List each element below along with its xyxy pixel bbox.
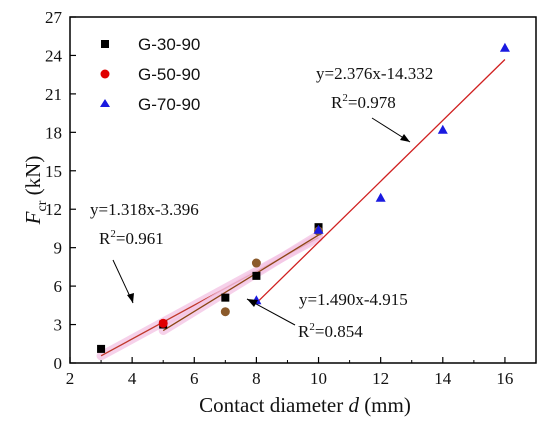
eq2-equation: y=1.490x-4.915 — [299, 290, 408, 309]
x-tick-label: 8 — [252, 369, 261, 388]
annotation-eq2: y=1.490x-4.915 R2=0.854 — [246, 290, 408, 341]
legend-label-g50: G-50-90 — [138, 65, 200, 84]
legend-marker-g70 — [100, 99, 110, 107]
eq1-arrow-head — [127, 293, 134, 303]
x-axis-title-unit: (mm) — [364, 393, 411, 417]
legend-label-g30: G-30-90 — [138, 35, 200, 54]
fit-line — [255, 59, 506, 304]
eq3-equation: y=2.376x-14.332 — [316, 64, 433, 83]
x-axis-title: Contact diameter d (mm) — [199, 393, 411, 417]
eq3-r2: R2=0.978 — [331, 92, 396, 112]
y-axis-title-var: F — [21, 211, 45, 225]
point-triangle — [313, 224, 324, 234]
y-tick-label: 0 — [54, 354, 63, 373]
annotation-eq3: y=2.376x-14.332 R2=0.978 — [316, 64, 433, 143]
point-circle — [220, 307, 230, 317]
fit-lines — [96, 59, 506, 361]
y-tick-label: 27 — [45, 8, 63, 27]
x-tick-label: 10 — [310, 369, 327, 388]
y-tick-label: 24 — [45, 46, 63, 65]
legend-marker-g50 — [100, 69, 110, 79]
eq1-r2: R2=0.961 — [99, 228, 164, 248]
x-axis-title-label: Contact diameter — [199, 393, 343, 417]
y-tick-label: 9 — [54, 239, 63, 258]
svg-text:Fcr (kN): Fcr (kN) — [21, 156, 50, 226]
y-axis-title: Fcr (kN) — [21, 156, 50, 226]
y-tick-label: 15 — [45, 162, 62, 181]
x-axis-title-var: d — [348, 393, 359, 417]
y-axis-title-unit: (kN) — [21, 156, 45, 196]
eq2-r2-value: 0.854 — [324, 322, 363, 341]
x-tick-label: 6 — [190, 369, 199, 388]
legend: G-30-90 G-50-90 G-70-90 — [100, 35, 200, 114]
eq1-equation: y=1.318x-3.396 — [90, 200, 199, 219]
point-triangle — [375, 192, 386, 202]
point-triangle — [499, 42, 510, 52]
y-tick-label: 6 — [54, 277, 63, 296]
y-axis-title-sub: cr — [35, 200, 50, 211]
point-square — [221, 293, 230, 302]
eq2-r2: R2=0.854 — [298, 321, 363, 341]
point-square — [97, 344, 106, 353]
y-tick-label: 21 — [45, 85, 62, 104]
eq1-r2-value: 0.961 — [125, 229, 163, 248]
point-triangle — [437, 124, 448, 134]
point-circle — [158, 318, 168, 328]
point-square — [252, 271, 261, 280]
eq2-arrow-head — [247, 299, 258, 307]
y-tick-label: 12 — [45, 200, 62, 219]
x-tick-label: 2 — [66, 369, 75, 388]
plot-frame — [69, 16, 537, 364]
x-tick-label: 12 — [372, 369, 389, 388]
x-tick-label: 4 — [128, 369, 137, 388]
legend-label-g70: G-70-90 — [138, 95, 200, 114]
eq3-r2-value: 0.978 — [357, 93, 395, 112]
axes — [69, 16, 537, 364]
point-circle — [251, 258, 261, 268]
y-tick-label: 18 — [45, 123, 62, 142]
x-tick-label: 14 — [434, 369, 452, 388]
eq3-arrow-head — [400, 134, 410, 142]
y-tick-label: 3 — [54, 316, 63, 335]
x-tick-label: 16 — [496, 369, 513, 388]
fit-line — [162, 234, 319, 332]
legend-marker-g30 — [101, 40, 109, 48]
annotation-eq1: y=1.318x-3.396 R2=0.961 — [90, 200, 199, 304]
